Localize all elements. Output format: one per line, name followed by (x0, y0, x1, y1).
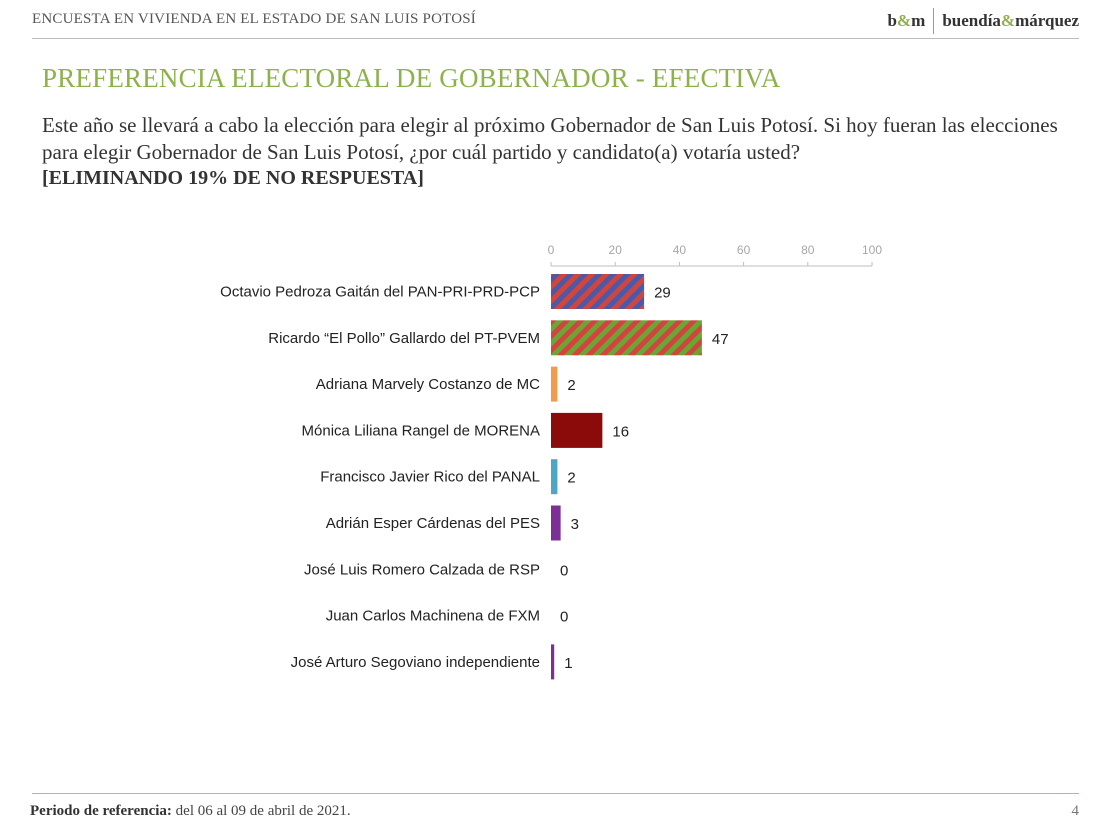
footer-divider (32, 793, 1079, 794)
category-label: Adrián Esper Cárdenas del PES (326, 515, 540, 532)
header-divider (32, 38, 1079, 39)
bar (551, 644, 555, 680)
chart-bars: Octavio Pedroza Gaitán del PAN-PRI-PRD-P… (220, 274, 729, 680)
value-label: 2 (567, 470, 575, 487)
slide-title: PREFERENCIA ELECTORAL DE GOBERNADOR - EF… (42, 63, 781, 93)
logo-name-part: buendía (942, 11, 1001, 30)
bar (551, 366, 558, 402)
bar (551, 320, 702, 356)
category-label: Adriana Marvely Costanzo de MC (316, 376, 540, 393)
x-tick-label: 20 (609, 243, 623, 257)
x-tick-label: 40 (673, 243, 687, 257)
logo-letter: m (911, 11, 926, 30)
bar (551, 505, 561, 541)
chart-axis: 0 20 40 60 80 100 (548, 243, 882, 267)
reference-period: Periodo de referencia: del 06 al 09 de a… (30, 803, 351, 820)
value-label: 29 (654, 285, 671, 302)
question-note: [ELIMINANDO 19% DE NO RESPUESTA] (42, 167, 424, 189)
category-label: Francisco Javier Rico del PANAL (320, 469, 540, 486)
category-label: José Arturo Segoviano independiente (291, 654, 540, 671)
x-tick-label: 100 (862, 243, 882, 257)
reference-label: Periodo de referencia: (30, 803, 172, 819)
value-label: 1 (564, 655, 572, 672)
value-label: 0 (560, 562, 568, 579)
logo-letter: b (887, 11, 897, 30)
bar (551, 459, 558, 495)
x-tick-label: 0 (548, 243, 555, 257)
x-tick-label: 60 (737, 243, 751, 257)
bar (551, 412, 603, 448)
value-label: 2 (567, 377, 575, 394)
category-label: Juan Carlos Machinena de FXM (326, 608, 540, 625)
category-label: Mónica Liliana Rangel de MORENA (302, 422, 540, 439)
value-label: 3 (571, 516, 579, 533)
value-label: 0 (560, 609, 568, 626)
bar (551, 274, 645, 309)
buendia-marquez-logo: b & m buendía & márquez (888, 6, 1079, 36)
category-label: Octavio Pedroza Gaitán del PAN-PRI-PRD-P… (220, 284, 540, 301)
logo-ampersand: & (1000, 11, 1016, 30)
x-tick-label: 80 (801, 243, 815, 257)
reference-dates: del 06 al 09 de abril de 2021. (171, 803, 351, 819)
logo-name-part: márquez (1015, 11, 1079, 30)
category-label: José Luis Romero Calzada de RSP (304, 561, 540, 578)
value-label: 47 (712, 331, 729, 348)
survey-question: Este año se llevará a cabo la elección p… (42, 113, 1058, 164)
bar-chart: 0 20 40 60 80 100 Octavio Pedroza Gaitán del … (220, 243, 882, 680)
value-label: 16 (612, 423, 629, 440)
category-label: Ricardo “El Pollo” Gallardo del PT-PVEM (268, 330, 540, 347)
logo-ampersand: & (896, 11, 912, 30)
page-number: 4 (1071, 803, 1080, 819)
survey-title: ENCUESTA EN VIVIENDA EN EL ESTADO DE SAN… (32, 11, 476, 27)
logo-separator (933, 8, 935, 34)
